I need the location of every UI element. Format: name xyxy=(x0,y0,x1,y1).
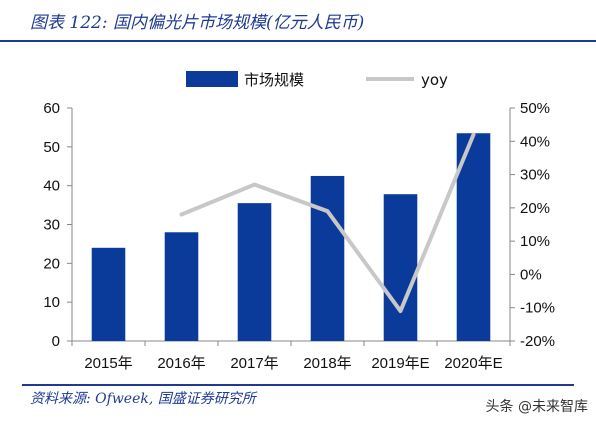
x-axis-category-label: 2018年 xyxy=(303,355,351,372)
right-axis-tick-label: 10% xyxy=(520,233,550,250)
yoy-line xyxy=(179,132,476,314)
left-axis-tick-label: 50 xyxy=(43,139,60,156)
source-note: 资料来源: Ofweek, 国盛证券研究所 xyxy=(30,391,256,407)
bar-5 xyxy=(383,194,418,341)
left-axis-tick-label: 20 xyxy=(43,255,60,272)
x-axis-category-label: 2016年 xyxy=(157,355,205,372)
left-axis-tick-label: 30 xyxy=(43,217,60,234)
right-axis-tick-label: 0% xyxy=(520,266,542,283)
bar-6 xyxy=(456,133,491,341)
right-axis-tick-label: 40% xyxy=(520,133,550,150)
right-axis-tick-label: 20% xyxy=(520,200,550,217)
right-axis-tick-label: -20% xyxy=(520,333,555,350)
left-axis-tick-label: 60 xyxy=(43,100,60,117)
left-axis-tick-label: 10 xyxy=(43,294,60,311)
right-axis-tick-label: 50% xyxy=(520,100,550,117)
x-axis-category-label: 2020年E xyxy=(444,355,502,372)
chart-header: 图表 122: 国内偏光片市场规模(亿元人民币) xyxy=(0,0,596,42)
footer-divider xyxy=(22,384,574,386)
left-axis-tick-label: 0 xyxy=(52,333,60,350)
watermark: 头条 @未来智库 xyxy=(485,399,588,415)
bar-3 xyxy=(237,203,272,341)
combo-chart: 0 10 20 30 40 50 60 -20% -10% 0% 10% 20% 30% 40% 50% 20… xyxy=(43,71,555,372)
right-axis-tick-label: -10% xyxy=(520,300,555,317)
x-axis-category-label: 2015年 xyxy=(84,355,132,372)
bar-1 xyxy=(91,247,126,341)
legend-bar-swatch xyxy=(186,71,238,87)
x-axis-category-label: 2017年 xyxy=(230,355,278,372)
x-axis-category-label: 2019年E xyxy=(371,355,429,372)
bar-4 xyxy=(310,175,345,341)
bar-2 xyxy=(164,232,199,341)
right-axis-tick-label: 30% xyxy=(520,167,550,184)
legend-line-label: yoy xyxy=(421,71,448,89)
header-divider xyxy=(0,40,596,42)
legend-bar-label: 市场规模 xyxy=(244,71,304,89)
chart-title: 图表 122: 国内偏光片市场规模(亿元人民币) xyxy=(30,13,365,33)
left-axis-tick-label: 40 xyxy=(43,178,60,195)
